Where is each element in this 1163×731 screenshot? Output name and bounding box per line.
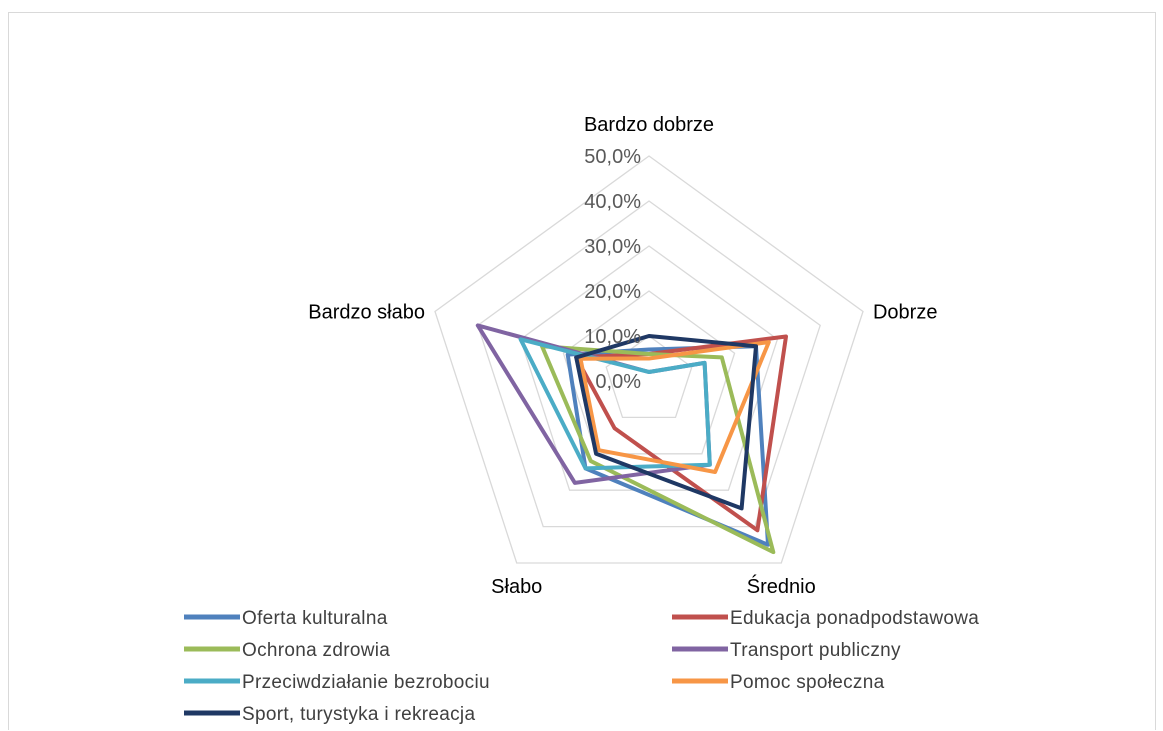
- tick-label: 30,0%: [584, 236, 641, 258]
- grid-ring: [477, 200, 821, 528]
- tick-label: 40,0%: [584, 191, 641, 213]
- tick-label: 50,0%: [584, 146, 641, 168]
- chart-frame: 0,0% 10,0% 20,0% 30,0% 40,0% 50,0% Bardzo dob…: [8, 12, 1156, 730]
- category-label: Słabo: [491, 576, 542, 598]
- legend: Oferta kulturalna Edukacja ponadpodstawow…: [184, 608, 979, 725]
- tick-label: 20,0%: [584, 281, 641, 303]
- legend-label: Przeciwdziałanie bezrobociu: [242, 672, 490, 693]
- radar-series: [475, 323, 788, 555]
- category-label: Bardzo dobrze: [584, 114, 714, 136]
- grid-ring: [434, 155, 864, 564]
- tick-label: 0,0%: [595, 371, 641, 393]
- series-line-4: [518, 337, 712, 471]
- category-label: Średnio: [747, 574, 816, 598]
- legend-label: Pomoc społeczna: [730, 672, 885, 693]
- radar-chart: 0,0% 10,0% 20,0% 30,0% 40,0% 50,0% Bardzo dob…: [184, 114, 979, 725]
- legend-label: Oferta kulturalna: [242, 608, 388, 629]
- category-label: Bardzo słabo: [308, 301, 425, 323]
- radar-tick-labels: 0,0% 10,0% 20,0% 30,0% 40,0% 50,0%: [584, 146, 641, 393]
- legend-label: Transport publiczny: [730, 640, 901, 661]
- category-label: Dobrze: [873, 301, 937, 323]
- legend-label: Ochrona zdrowia: [242, 640, 390, 661]
- tick-label: 10,0%: [584, 326, 641, 348]
- legend-label: Sport, turystyka i rekreacja: [242, 704, 475, 725]
- series-line-6: [574, 334, 758, 511]
- legend-label: Edukacja ponadpodstawowa: [730, 608, 979, 629]
- radar-category-labels: Bardzo dobrze Dobrze Średnio Słabo Bardzo sł…: [308, 114, 937, 598]
